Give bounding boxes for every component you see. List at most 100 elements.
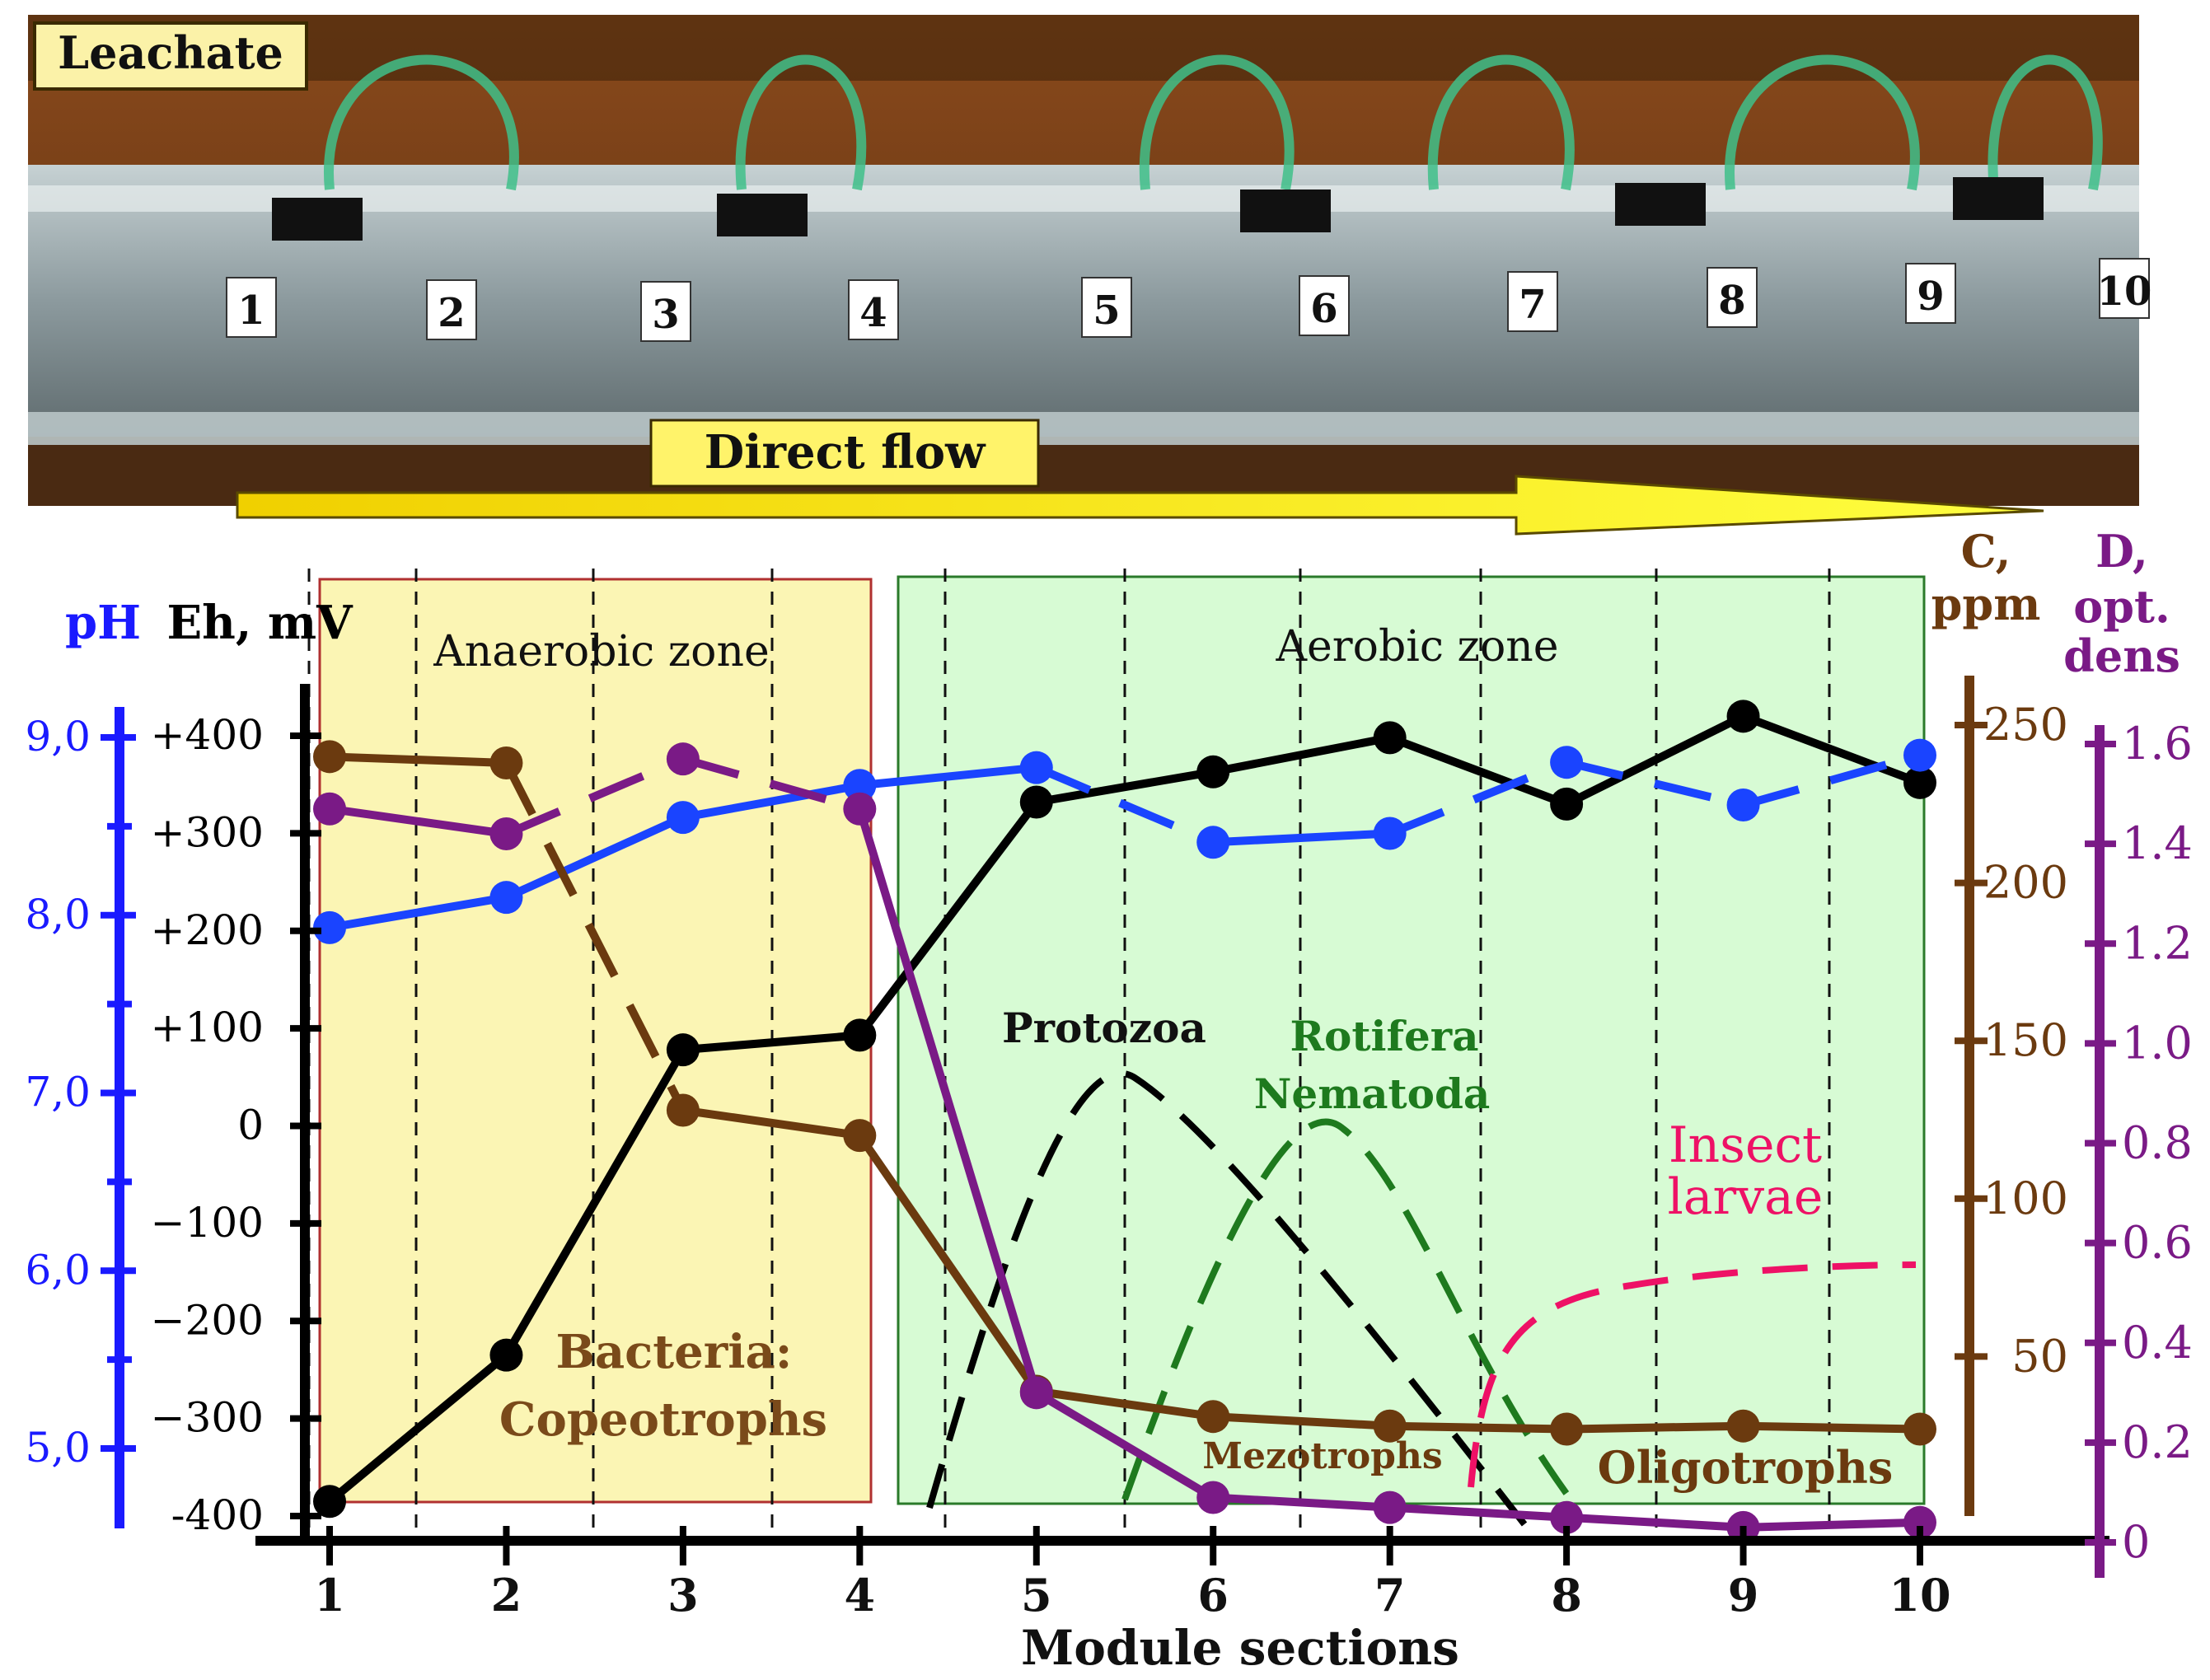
ph-tick-label-5: 5,0 xyxy=(25,1424,91,1472)
section-tag-9 xyxy=(1905,263,1956,324)
leachate-label-box xyxy=(33,21,308,91)
section-number-6: 6 xyxy=(1310,286,1337,332)
series-eh-point-3 xyxy=(666,1033,700,1067)
series-d-segment-6 xyxy=(1212,1493,1390,1512)
series-ph-segment-1 xyxy=(329,893,508,932)
hose-4 xyxy=(1427,54,1575,191)
series-c-segment-1 xyxy=(329,752,507,767)
binder-clip-3 xyxy=(1240,190,1331,232)
series-c-point-9 xyxy=(1726,1409,1760,1443)
series-c-segment-5 xyxy=(1036,1387,1214,1421)
series-ph-point-4 xyxy=(843,769,877,803)
x-tick-label-6: 6 xyxy=(1197,1569,1229,1622)
x-axis-title: Module sections xyxy=(1021,1620,1459,1676)
d-tick-label-8: 0.2 xyxy=(2122,1416,2193,1468)
rotifera-curve xyxy=(1121,1118,1577,1506)
d-tick-label-4: 1.0 xyxy=(2122,1017,2193,1069)
series-lines xyxy=(313,700,1936,1544)
x-tick-label-3: 3 xyxy=(667,1569,699,1622)
series-ph-point-8 xyxy=(1550,746,1584,779)
c-axis-title-1: C, xyxy=(1961,525,2011,578)
eh-tick-label-5: 0 xyxy=(237,1102,264,1149)
x-tick-label-4: 4 xyxy=(845,1569,876,1622)
ph-tick-label-3: 7,0 xyxy=(25,1069,91,1116)
series-d-segment-2 xyxy=(504,755,685,838)
section-tag-7 xyxy=(1507,271,1558,332)
x-tick-label-1: 1 xyxy=(314,1569,345,1622)
series-c-point-4 xyxy=(843,1119,877,1153)
chart: Anaerobic zone Aerobic zone 1 2 3 4 5 6 7 8 9 10 9… xyxy=(25,525,2192,1676)
section-number-8: 8 xyxy=(1718,278,1745,324)
series-eh-point-4 xyxy=(843,1018,877,1052)
eh-tick-label-2: +300 xyxy=(151,808,264,856)
section-number-7: 7 xyxy=(1519,282,1546,328)
protozoa-curve xyxy=(926,1069,1528,1527)
binder-clip-2 xyxy=(717,194,808,236)
oligotrophs-label: Oligotrophs xyxy=(1598,1441,1894,1494)
x-tick-label-9: 9 xyxy=(1728,1569,1759,1622)
series-d-segment-4 xyxy=(855,807,1041,1394)
population-curves xyxy=(926,1069,1917,1527)
series-eh-point-6 xyxy=(1196,755,1230,789)
series-c-point-6 xyxy=(1196,1400,1230,1434)
section-number-1: 1 xyxy=(237,288,265,334)
series-eh-point-9 xyxy=(1726,700,1760,733)
series-c-point-7 xyxy=(1373,1409,1407,1443)
eh-tick-label-9: -400 xyxy=(171,1491,264,1539)
d-tick-label-2: 1.4 xyxy=(2122,817,2193,869)
experiment-photo: 1 2 3 4 5 6 7 8 9 10 Leachate Direct flow xyxy=(28,15,2152,536)
series-d-segment-1 xyxy=(329,804,508,838)
series-eh-segment-4 xyxy=(856,799,1040,1038)
series-eh-point-5 xyxy=(1019,785,1053,819)
x-tick-label-8: 8 xyxy=(1551,1569,1582,1622)
section-tag-3 xyxy=(640,281,691,342)
series-ph-segment-6 xyxy=(1212,829,1390,847)
copeotrophs-label: Copeotrophs xyxy=(499,1392,827,1447)
binder-clip-5 xyxy=(1953,177,2044,220)
series-ph-segment-8 xyxy=(1565,758,1744,809)
section-tag-10 xyxy=(2099,258,2150,319)
axes: 1 2 3 4 5 6 7 8 9 10 9,0 8,0 7,0 6,0 5,0 +400 +300 +200 +1… xyxy=(25,676,2193,1622)
section-tag-8 xyxy=(1707,267,1758,328)
eh-tick-label-8: −300 xyxy=(151,1394,264,1442)
series-eh-segment-3 xyxy=(682,1031,860,1055)
d-axis-title-2: opt. xyxy=(2073,580,2170,633)
series-eh-segment-8 xyxy=(1564,712,1745,808)
series-d-point-7 xyxy=(1373,1490,1407,1524)
series-eh-segment-1 xyxy=(326,1351,509,1505)
section-number-10: 10 xyxy=(2097,269,2152,315)
series-ph-point-10 xyxy=(1903,738,1936,772)
section-number-4: 4 xyxy=(859,290,887,336)
series-d-point-1 xyxy=(313,792,346,826)
d-tick-label-6: 0.6 xyxy=(2122,1217,2193,1269)
series-d-point-2 xyxy=(489,817,523,851)
series-c-point-1 xyxy=(313,740,346,774)
series-c-point-10 xyxy=(1903,1412,1936,1446)
x-tick-label-5: 5 xyxy=(1021,1569,1052,1622)
series-c-segment-2 xyxy=(502,760,687,1112)
section-tag-2 xyxy=(426,279,477,340)
series-c-segment-4 xyxy=(856,1133,1040,1394)
section-number-9: 9 xyxy=(1917,274,1944,320)
series-ph-segment-5 xyxy=(1034,764,1215,846)
insect-larvae-curve xyxy=(1468,1261,1917,1488)
c-axis-title-2: ppm xyxy=(1931,578,2041,630)
series-c-point-2 xyxy=(489,746,523,779)
binder-clip-1 xyxy=(272,198,363,241)
eh-tick-label-4: +100 xyxy=(151,1004,264,1051)
flow-arrow xyxy=(236,475,2044,536)
section-labels: 1 2 3 4 5 6 7 8 9 10 xyxy=(226,258,2152,342)
series-c-point-3 xyxy=(666,1093,700,1127)
aerobic-zone xyxy=(897,575,1926,1505)
series-eh-segment-5 xyxy=(1035,767,1215,807)
series-ph-point-6 xyxy=(1196,826,1230,859)
eh-tick-label-6: −100 xyxy=(151,1199,264,1247)
leachate-label: Leachate xyxy=(58,26,283,79)
flow-label-box xyxy=(649,419,1040,488)
series-d-segment-8 xyxy=(1566,1513,1744,1532)
series-d-segment-7 xyxy=(1389,1503,1567,1522)
series-eh-point-10 xyxy=(1903,765,1936,799)
d-tick-label-3: 1.2 xyxy=(2122,917,2193,969)
anaerobic-zone-label: Anaerobic zone xyxy=(433,627,770,676)
series-ph-segment-2 xyxy=(504,813,685,901)
